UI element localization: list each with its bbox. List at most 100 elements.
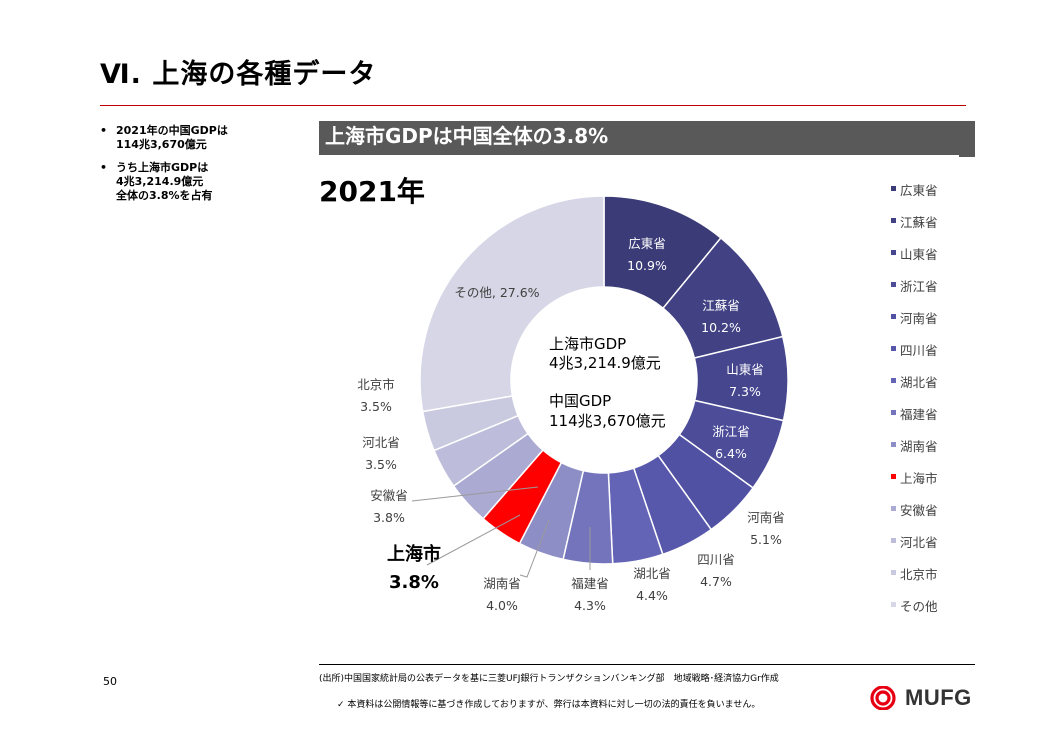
footer-divider <box>319 664 975 665</box>
bullet-line: 114兆3,670億元 <box>116 138 207 151</box>
chart-legend: 広東省江蘇省山東省浙江省河南省四川省湖北省福建省湖南省上海市安徽省河北省北京市そ… <box>891 180 938 628</box>
headline-banner-text: 上海市GDPは中国全体の3.8% <box>325 124 609 148</box>
page-number: 50 <box>103 675 117 688</box>
legend-label: 四川省 <box>900 343 938 358</box>
legend-swatch <box>891 250 896 255</box>
center-text-line: 上海市GDP <box>549 335 626 353</box>
data-label-value-上海市: 3.8% <box>389 572 439 593</box>
legend-swatch <box>891 474 896 479</box>
disclaimer-note: ✓ 本資料は公開情報等に基づき作成しておりますが、弊行は本資料に対し一切の法的責… <box>337 700 761 710</box>
mufg-logo-text: MUFG <box>905 685 972 710</box>
bullet-line: 2021年の中国GDPは <box>116 124 228 137</box>
data-label-その他: その他, 27.6% <box>454 285 539 300</box>
legend-label: 湖北省 <box>900 375 938 390</box>
legend-item-北京市: 北京市 <box>891 564 938 596</box>
legend-label: 江蘇省 <box>900 215 938 230</box>
legend-item-福建省: 福建省 <box>891 404 938 436</box>
data-label-value-広東省: 10.9% <box>627 258 667 273</box>
data-label-name-湖南省: 湖南省 <box>483 576 521 591</box>
bullet-item: • うち上海市GDPは 4兆3,214.9億元 全体の3.8%を占有 <box>100 161 300 203</box>
data-label-name-福建省: 福建省 <box>571 576 609 591</box>
mufg-logo-icon <box>870 686 896 710</box>
bullet-line: 4兆3,214.9億元 <box>116 175 204 188</box>
legend-swatch <box>891 410 896 415</box>
data-label-value-江蘇省: 10.2% <box>701 320 741 335</box>
legend-swatch <box>891 378 896 383</box>
legend-label: 広東省 <box>900 183 938 198</box>
legend-item-河南省: 河南省 <box>891 308 938 340</box>
legend-item-浙江省: 浙江省 <box>891 276 938 308</box>
legend-swatch <box>891 314 896 319</box>
legend-swatch <box>891 186 896 191</box>
legend-item-四川省: 四川省 <box>891 340 938 372</box>
data-label-name-湖北省: 湖北省 <box>633 566 671 581</box>
data-label-name-北京市: 北京市 <box>357 377 395 392</box>
legend-swatch <box>891 346 896 351</box>
legend-item-山東省: 山東省 <box>891 244 938 276</box>
data-label-name-山東省: 山東省 <box>726 362 764 377</box>
legend-label: 浙江省 <box>900 279 938 294</box>
legend-label: 安徽省 <box>900 503 938 518</box>
data-label-value-浙江省: 6.4% <box>715 446 747 461</box>
legend-item-江蘇省: 江蘇省 <box>891 212 938 244</box>
data-label-value-山東省: 7.3% <box>729 384 761 399</box>
bullet-item: • 2021年の中国GDPは 114兆3,670億元 <box>100 124 300 152</box>
data-label-value-河北省: 3.5% <box>365 457 397 472</box>
title-divider <box>100 105 966 106</box>
legend-item-湖南省: 湖南省 <box>891 436 938 468</box>
legend-item-その他: その他 <box>891 596 938 628</box>
legend-label: 山東省 <box>900 247 938 262</box>
summary-bullets: • 2021年の中国GDPは 114兆3,670億元 • うち上海市GDPは 4… <box>100 124 300 212</box>
legend-item-安徽省: 安徽省 <box>891 500 938 532</box>
data-label-name-浙江省: 浙江省 <box>712 424 750 439</box>
center-text-line: 中国GDP <box>549 392 611 410</box>
legend-swatch <box>891 602 896 607</box>
leader-line <box>411 486 539 502</box>
legend-swatch <box>891 506 896 511</box>
mufg-logo: MUFG <box>866 685 972 711</box>
chart-title: 2021年 <box>319 175 425 208</box>
center-text-line: 4兆3,214.9億元 <box>549 354 661 372</box>
bullet-mark: • <box>100 161 108 174</box>
bullet-line: うち上海市GDPは <box>116 161 209 174</box>
legend-label: 湖南省 <box>900 439 938 454</box>
data-label-value-湖南省: 4.0% <box>486 598 518 613</box>
legend-item-湖北省: 湖北省 <box>891 372 938 404</box>
legend-swatch <box>891 218 896 223</box>
leader-line <box>519 519 550 578</box>
legend-label: 河南省 <box>900 311 938 326</box>
legend-swatch <box>891 538 896 543</box>
data-label-value-福建省: 4.3% <box>574 598 606 613</box>
legend-label: 北京市 <box>900 567 938 582</box>
data-label-value-四川省: 4.7% <box>700 574 732 589</box>
data-label-value-湖北省: 4.4% <box>636 588 668 603</box>
legend-label: 河北省 <box>900 535 938 550</box>
center-text-line: 114兆3,670億元 <box>549 412 666 430</box>
legend-item-広東省: 広東省 <box>891 180 938 212</box>
page-title: Ⅵ. 上海の各種データ <box>100 59 377 90</box>
legend-label: その他 <box>900 599 938 614</box>
legend-item-上海市: 上海市 <box>891 468 938 500</box>
data-label-value-安徽省: 3.8% <box>373 510 405 525</box>
data-label-name-四川省: 四川省 <box>697 552 735 567</box>
bullet-line: 全体の3.8%を占有 <box>116 189 213 202</box>
legend-swatch <box>891 442 896 447</box>
data-label-name-江蘇省: 江蘇省 <box>702 298 740 313</box>
legend-swatch <box>891 570 896 575</box>
headline-banner <box>319 121 975 155</box>
leader-line <box>426 514 521 566</box>
data-label-name-上海市: 上海市 <box>387 543 441 565</box>
data-label-name-安徽省: 安徽省 <box>370 488 408 503</box>
data-label-name-広東省: 広東省 <box>628 236 666 251</box>
banner-accent <box>959 155 975 157</box>
bullet-mark: • <box>100 124 108 137</box>
legend-label: 上海市 <box>900 471 938 486</box>
data-label-name-河北省: 河北省 <box>362 435 400 450</box>
legend-swatch <box>891 282 896 287</box>
data-label-value-河南省: 5.1% <box>750 532 782 547</box>
data-label-name-河南省: 河南省 <box>747 510 785 525</box>
legend-label: 福建省 <box>900 407 938 422</box>
donut-slice-その他 <box>419 195 605 413</box>
data-label-value-北京市: 3.5% <box>360 399 392 414</box>
